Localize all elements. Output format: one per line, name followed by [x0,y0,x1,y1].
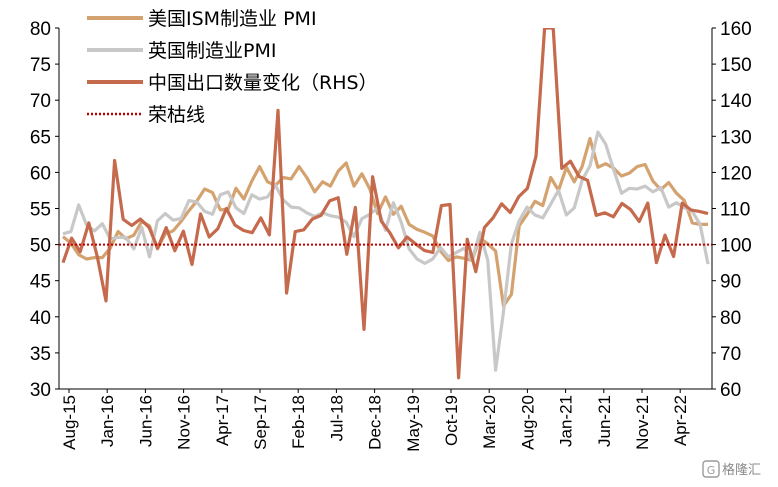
right-tick-label: 80 [720,308,741,329]
x-tick-label: Nov-21 [633,395,652,450]
right-tick-label: 120 [720,163,752,184]
watermark: G 格隆汇 [702,460,761,478]
legend-label: 荣枯线 [148,104,205,126]
left-tick-label: 65 [30,127,51,148]
x-tick-label: Sep-17 [251,395,270,450]
x-tick-label: Jan-21 [557,395,576,447]
left-axis-ticks: 30 35 40 45 50 55 60 65 70 75 80 [30,19,59,401]
legend: 美国ISM制造业 PMI 英国制造业PMI 中国出口数量变化（RHS） 荣枯线 [87,8,378,126]
x-tick-label: Jan-16 [98,395,117,447]
right-tick-label: 60 [720,380,741,401]
legend-label: 中国出口数量变化（RHS） [148,72,378,94]
series-layer [61,28,710,380]
x-tick-label: Aug-20 [518,395,537,450]
legend-label: 英国制造业PMI [148,40,276,62]
right-tick-label: 90 [720,272,741,293]
right-axis-ticks: 60 70 80 90 100 110 120 130 140 150 160 [712,19,752,401]
left-tick-label: 35 [30,344,51,365]
right-tick-label: 100 [720,236,752,257]
x-tick-label: Jun-16 [136,395,155,447]
x-tick-label: Jul-18 [327,395,346,441]
series-china-export-line [61,28,709,380]
left-tick-label: 45 [30,272,51,293]
legend-label: 美国ISM制造业 PMI [148,8,317,30]
x-tick-label: Mar-20 [480,395,499,449]
watermark-logo-glyph: G [707,464,716,477]
plot-area: 30 35 40 45 50 55 60 65 70 75 80 60 70 80 90 100 110 120… [30,19,752,452]
left-tick-label: 40 [30,308,51,329]
right-tick-label: 70 [720,344,741,365]
watermark-text: 格隆汇 [722,462,761,478]
right-tick-label: 110 [720,200,750,221]
left-tick-label: 30 [30,380,51,401]
left-tick-label: 75 [30,55,51,76]
x-tick-label: Apr-22 [671,395,690,446]
left-tick-label: 60 [30,163,51,184]
watermark-logo-icon [702,460,720,478]
left-tick-label: 55 [30,200,51,221]
x-tick-label: May-19 [404,395,423,452]
series-us-ism-pmi-line [61,136,708,308]
left-tick-label: 80 [30,19,51,40]
right-tick-label: 140 [720,91,752,112]
x-tick-label: Dec-18 [366,395,385,450]
x-tick-label: Jun-21 [595,395,614,447]
left-tick-label: 50 [30,236,51,257]
x-tick-label: Apr-17 [213,395,232,446]
x-tick-label: Aug-15 [60,395,79,450]
right-tick-label: 150 [720,55,752,76]
right-tick-label: 130 [720,127,752,148]
left-tick-label: 70 [30,91,51,112]
x-tick-label: Oct-19 [442,395,461,446]
x-tick-label: Nov-16 [175,395,194,450]
right-tick-label: 160 [720,19,752,40]
x-tick-label: Feb-18 [289,395,308,449]
series-uk-pmi-line [62,130,710,372]
x-axis-ticks: Aug-15 Jan-16 Jun-16 Nov-16 Apr-17 Sep-17 Feb-… [60,389,690,452]
